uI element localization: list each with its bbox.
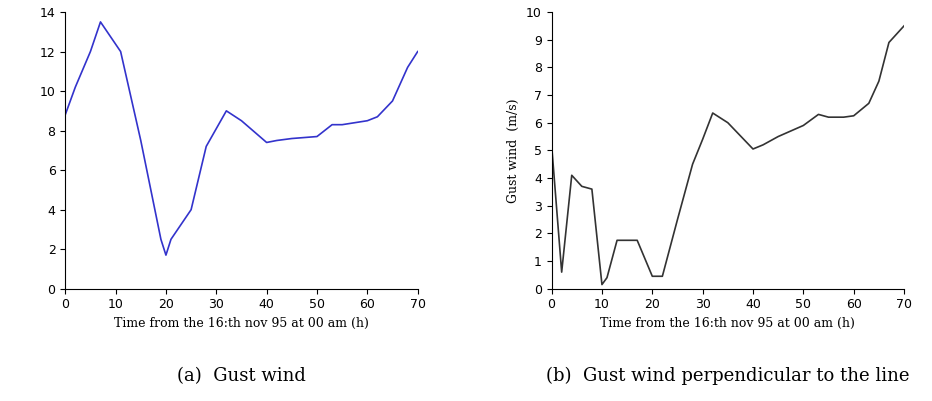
X-axis label: Time from the 16:th nov 95 at 00 am (h): Time from the 16:th nov 95 at 00 am (h) [114, 317, 369, 330]
Y-axis label: Gust wind  (m/s): Gust wind (m/s) [507, 98, 520, 203]
X-axis label: Time from the 16:th nov 95 at 00 am (h): Time from the 16:th nov 95 at 00 am (h) [600, 317, 856, 330]
Text: (b)  Gust wind perpendicular to the line: (b) Gust wind perpendicular to the line [546, 367, 910, 385]
Text: (a)  Gust wind: (a) Gust wind [177, 367, 306, 385]
